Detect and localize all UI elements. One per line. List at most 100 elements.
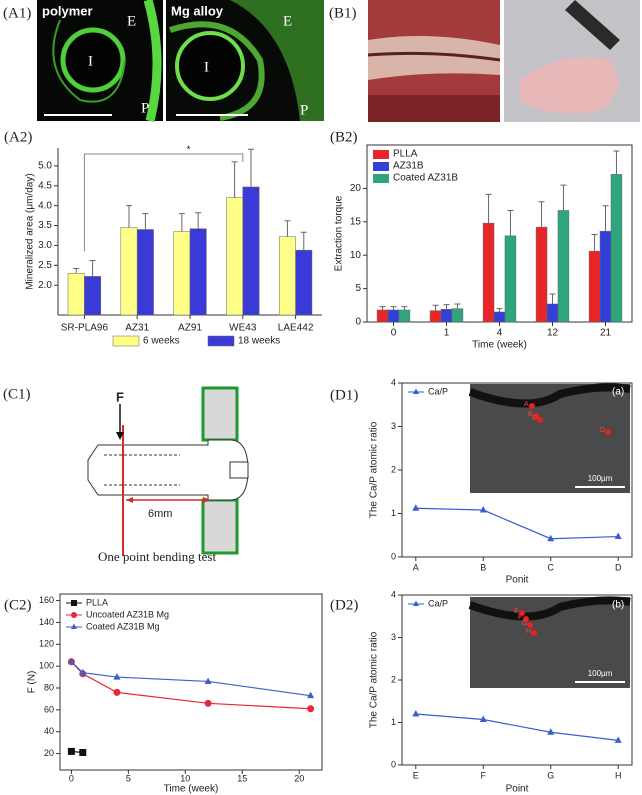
error-bar	[591, 234, 598, 252]
error-bar	[549, 293, 556, 304]
y-tick-label: 3.5	[38, 220, 52, 231]
error-bar	[507, 209, 514, 236]
line	[415, 507, 619, 540]
legend-label: Ca/P	[428, 598, 448, 608]
x-tick-label: 12	[547, 328, 559, 339]
bar	[387, 309, 400, 323]
inset-label: (a)	[612, 387, 624, 398]
bar	[376, 309, 389, 323]
micrograph: polymer I E P	[37, 0, 163, 123]
micrograph: Mg alloy I E P	[166, 0, 324, 121]
marker	[479, 715, 487, 723]
y-tick-label: 2.5	[38, 260, 52, 271]
inset-feature	[468, 596, 631, 621]
bar	[493, 311, 506, 323]
inset-feature	[468, 383, 631, 408]
bar	[398, 309, 411, 323]
error-bar	[300, 231, 307, 251]
bar	[588, 250, 601, 323]
inset-point-label: E	[514, 608, 519, 615]
inset-point	[529, 403, 535, 409]
legend-label: Uncoated AZ31B Mg	[86, 609, 169, 619]
line	[70, 661, 311, 710]
error-bar	[231, 161, 238, 198]
marker	[113, 673, 121, 680]
image-label: E	[127, 13, 136, 29]
y-tick-label: 3.0	[38, 240, 52, 251]
marker	[71, 612, 77, 618]
panel-label: (C2)	[4, 597, 32, 613]
error-bar	[432, 304, 439, 311]
x-tick-label: WE43	[229, 323, 257, 334]
inset-point-label: A	[524, 401, 529, 408]
y-tick-label: 15	[350, 216, 362, 227]
panel-label: (C1)	[3, 386, 31, 402]
inset-point	[533, 413, 539, 419]
panel-label: (D1)	[330, 387, 358, 403]
y-tick-label: 3	[391, 421, 396, 431]
y-tick-label: 0	[391, 551, 396, 561]
y-tick-label: 4	[391, 589, 396, 599]
panel-label: (B2)	[330, 129, 358, 145]
y-tick-label: 60	[44, 704, 54, 714]
x-tick-label: AZ91	[178, 323, 202, 334]
diagram-caption: One point bending test	[98, 549, 216, 564]
error-bar	[390, 306, 397, 310]
marker	[614, 532, 622, 540]
y-axis-label: F (N)	[27, 671, 38, 694]
y-tick-label: 4.0	[38, 200, 52, 211]
image-label: E	[283, 13, 292, 29]
error-bar	[73, 267, 80, 274]
x-axis-label: Point	[506, 784, 529, 795]
x-tick-label: 0	[69, 773, 74, 783]
x-tick-label: B	[480, 562, 486, 572]
legend-label: AZ31B	[393, 161, 424, 172]
y-axis-label: Mineralized area (μm/day)	[25, 173, 36, 289]
marker	[547, 728, 555, 735]
error-bar	[560, 184, 567, 211]
x-tick-label: F	[481, 770, 487, 780]
y-tick-label: 2	[391, 674, 396, 684]
error-bar	[284, 220, 291, 237]
x-axis-label: Time (week)	[472, 340, 527, 351]
x-tick-label: 21	[600, 328, 612, 339]
bar	[610, 174, 623, 323]
inset-point-label: F	[518, 614, 522, 621]
error-bar	[379, 306, 386, 310]
x-tick-label: 20	[294, 773, 304, 783]
marker	[67, 747, 75, 755]
legend-label: Coated AZ31B	[393, 173, 458, 184]
x-tick-label: SR-PLA96	[61, 323, 109, 334]
inset-point-label: B	[528, 411, 533, 418]
error-bar	[142, 213, 149, 230]
force-label: F	[116, 389, 124, 404]
legend-swatch	[373, 150, 389, 159]
y-axis-label: The Ca/P atomic ratio	[369, 631, 380, 728]
y-tick-label: 80	[44, 682, 54, 692]
x-axis-label: Time (week)	[164, 784, 219, 795]
bar	[84, 276, 102, 316]
photo	[504, 0, 640, 122]
panel-label: (B1)	[329, 5, 357, 21]
bar	[173, 231, 191, 316]
legend-label: 18 weeks	[238, 336, 280, 347]
inset-label: (b)	[612, 600, 624, 611]
image-label: I	[204, 59, 209, 75]
x-tick-label: 0	[391, 328, 397, 339]
marker	[412, 504, 420, 511]
bar	[429, 310, 442, 323]
bar	[226, 197, 244, 316]
bending-diagram: F 6mm One point bending test	[87, 386, 249, 564]
y-tick-label: 1	[391, 717, 396, 727]
inset-point	[605, 429, 611, 435]
marker	[547, 534, 555, 542]
bar	[599, 230, 612, 323]
x-tick-label: 5	[126, 773, 131, 783]
y-tick-label: 100	[39, 661, 54, 671]
y-axis-label: Extraction torque	[334, 195, 345, 271]
significance-bracket	[83, 153, 244, 252]
error-bar	[454, 303, 461, 309]
inset-point	[537, 417, 543, 423]
y-axis-label: The Ca/P atomic ratio	[369, 421, 380, 518]
error-bar	[613, 150, 620, 175]
